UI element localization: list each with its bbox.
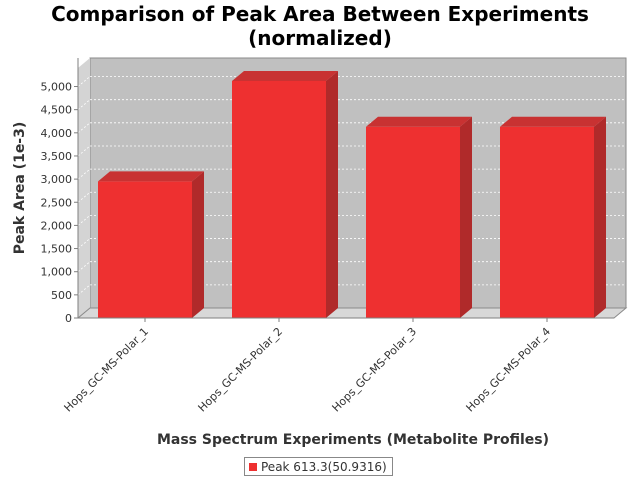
bar — [232, 70, 338, 319]
plot-left-wall — [78, 58, 90, 318]
gridline-left — [77, 238, 91, 249]
bar-top — [232, 70, 338, 81]
bar-front — [98, 181, 192, 318]
bar-side — [460, 116, 472, 318]
bar-front — [232, 80, 326, 319]
bar-front — [366, 126, 460, 318]
y-tick-label: 2,500 — [41, 196, 73, 209]
chart-title-line-1: Comparison of Peak Area Between Experime… — [51, 2, 589, 26]
bar-side — [594, 116, 606, 318]
gridline-left — [77, 261, 91, 273]
chart-title-line-2: (normalized) — [248, 26, 392, 50]
y-tick-label: 2,000 — [41, 219, 73, 232]
x-axis-label: Mass Spectrum Experiments (Metabolite Pr… — [157, 432, 549, 448]
gridline-left — [77, 99, 91, 110]
legend-label: Peak 613.3(50.9316) — [261, 459, 387, 474]
chart-title: Comparison of Peak Area Between Experime… — [0, 2, 640, 50]
x-tick-label: Hops_GC-MS-Polar_2 — [196, 325, 286, 415]
bar-top — [500, 116, 606, 127]
bar-side — [192, 171, 204, 318]
plot-area — [76, 57, 628, 319]
x-tick-label: Hops_GC-MS-Polar_1 — [62, 325, 152, 415]
x-axis: Hops_GC-MS-Polar_1 Hops_GC-MS-Polar_2 Hops… — [62, 317, 614, 415]
legend: Peak 613.3(50.9316) — [244, 457, 393, 476]
bar-top — [366, 116, 472, 127]
bar-side — [326, 70, 338, 319]
gridline-left — [77, 122, 91, 134]
y-tick-label: 4,000 — [41, 127, 73, 140]
bar — [500, 116, 606, 318]
gridline-left — [77, 284, 91, 296]
y-tick-label: 4,500 — [41, 104, 73, 117]
gridline-left — [77, 191, 91, 203]
legend-swatch — [249, 462, 257, 471]
bar-series — [98, 70, 606, 319]
gridline-left — [77, 76, 91, 87]
y-axis-label: Peak Area (1e-3) — [12, 122, 28, 255]
bar-front — [500, 126, 594, 318]
y-tick-label: 3,000 — [41, 173, 73, 186]
bar — [366, 116, 472, 318]
y-tick-label: 3,500 — [41, 150, 73, 163]
y-tick-label: 1,000 — [41, 266, 73, 279]
x-tick-label: Hops_GC-MS-Polar_4 — [464, 325, 554, 415]
x-tick-label: Hops_GC-MS-Polar_3 — [330, 325, 420, 415]
y-tick-label: 1,500 — [41, 243, 73, 256]
y-tick-label: 5,000 — [41, 81, 73, 94]
y-tick-label: 500 — [51, 289, 72, 302]
y-axis: 0 500 1,000 1,500 2,000 2,500 3,000 3,500 4,000 4… — [41, 58, 79, 325]
y-tick-label: 0 — [65, 312, 72, 325]
bar — [98, 171, 204, 318]
bar-top — [98, 171, 204, 182]
gridline-left — [77, 168, 91, 180]
gridline-left — [77, 215, 91, 226]
gridline-left — [77, 145, 91, 157]
